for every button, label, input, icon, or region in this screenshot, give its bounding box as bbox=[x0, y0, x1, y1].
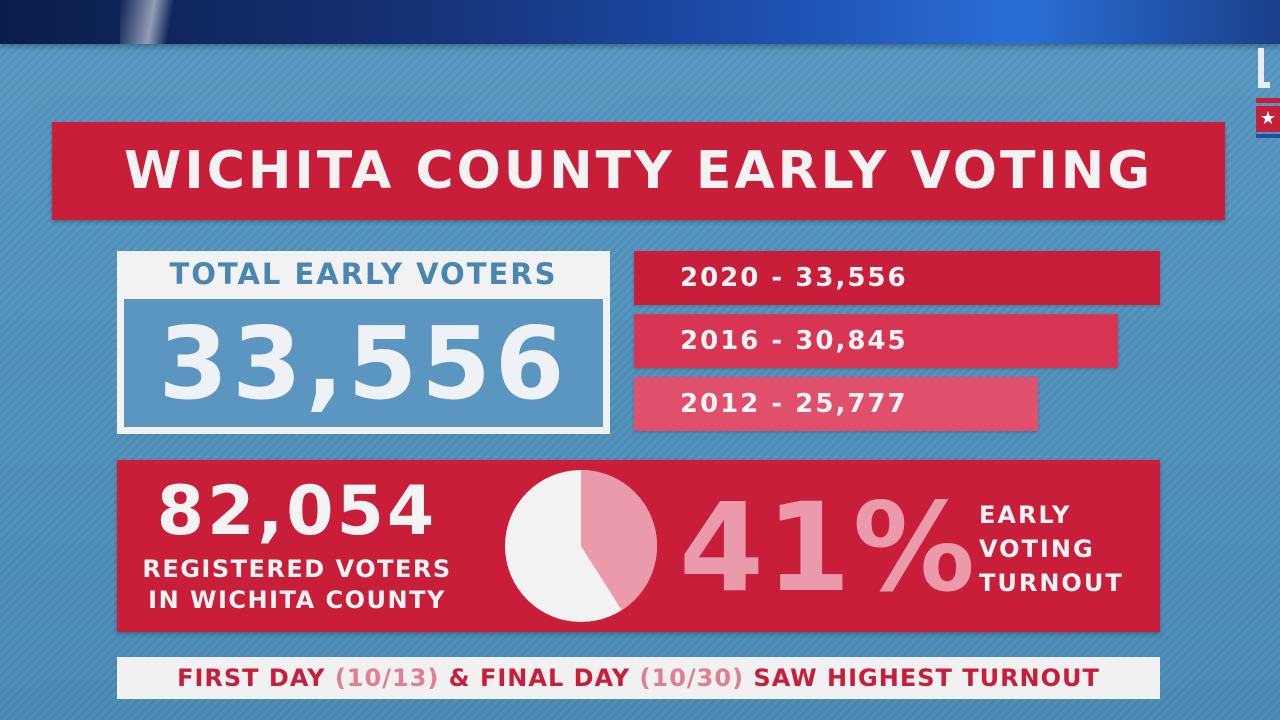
turnout-caption-line2: VOTING bbox=[979, 535, 1095, 563]
registered-caption-line1: REGISTERED VOTERS bbox=[142, 555, 452, 583]
logo-stripe bbox=[1256, 98, 1280, 103]
year-bar-label: 2016 - 30,845 bbox=[680, 326, 908, 356]
station-logo-icon: ★ bbox=[1256, 44, 1280, 139]
year-bar-label: 2020 - 33,556 bbox=[680, 263, 908, 293]
logo-stripe-blue bbox=[1256, 134, 1280, 138]
registered-voters-panel: 82,054 REGISTERED VOTERS IN WICHITA COUN… bbox=[117, 460, 1160, 632]
footer-part3: SAW HIGHEST TURNOUT bbox=[744, 664, 1100, 692]
footer-note: FIRST DAY (10/13) & FINAL DAY (10/30) SA… bbox=[117, 657, 1160, 699]
year-bar-2012: 2012 - 25,777 bbox=[634, 377, 1038, 431]
year-bar-2016: 2016 - 30,845 bbox=[634, 314, 1118, 368]
turnout-pie-chart bbox=[505, 470, 657, 622]
pie-turnout-slice bbox=[581, 470, 657, 611]
year-bar-2020: 2020 - 33,556 bbox=[634, 251, 1160, 305]
star-icon: ★ bbox=[1256, 106, 1280, 132]
footer-date2: (10/30) bbox=[639, 664, 745, 692]
total-early-voters-box: TOTAL EARLY VOTERS 33,556 bbox=[117, 251, 610, 434]
registered-caption-line2: IN WICHITA COUNTY bbox=[148, 586, 446, 614]
light-streak bbox=[120, 0, 190, 44]
logo-letter-shape bbox=[1258, 48, 1270, 88]
footer-part2: & FINAL DAY bbox=[439, 664, 640, 692]
page-title: WICHITA COUNTY EARLY VOTING bbox=[123, 141, 1153, 201]
year-bar-label: 2012 - 25,777 bbox=[680, 389, 908, 419]
registered-voters-value: 82,054 bbox=[156, 472, 438, 551]
title-banner: WICHITA COUNTY EARLY VOTING bbox=[52, 122, 1225, 220]
footer-part1: FIRST DAY bbox=[177, 664, 335, 692]
turnout-caption: EARLY VOTING TURNOUT bbox=[979, 498, 1124, 600]
top-banner bbox=[0, 0, 1280, 44]
turnout-caption-line1: EARLY bbox=[979, 501, 1072, 529]
registered-voters-caption: REGISTERED VOTERS IN WICHITA COUNTY bbox=[117, 554, 477, 616]
turnout-percent: 41% bbox=[679, 477, 978, 619]
footer-text: FIRST DAY (10/13) & FINAL DAY (10/30) SA… bbox=[177, 664, 1100, 692]
total-early-voters-panel: 33,556 bbox=[124, 299, 603, 427]
footer-date1: (10/13) bbox=[334, 664, 440, 692]
total-early-voters-value: 33,556 bbox=[158, 304, 569, 422]
total-early-voters-label: TOTAL EARLY VOTERS bbox=[169, 257, 558, 291]
turnout-caption-line3: TURNOUT bbox=[979, 569, 1124, 597]
